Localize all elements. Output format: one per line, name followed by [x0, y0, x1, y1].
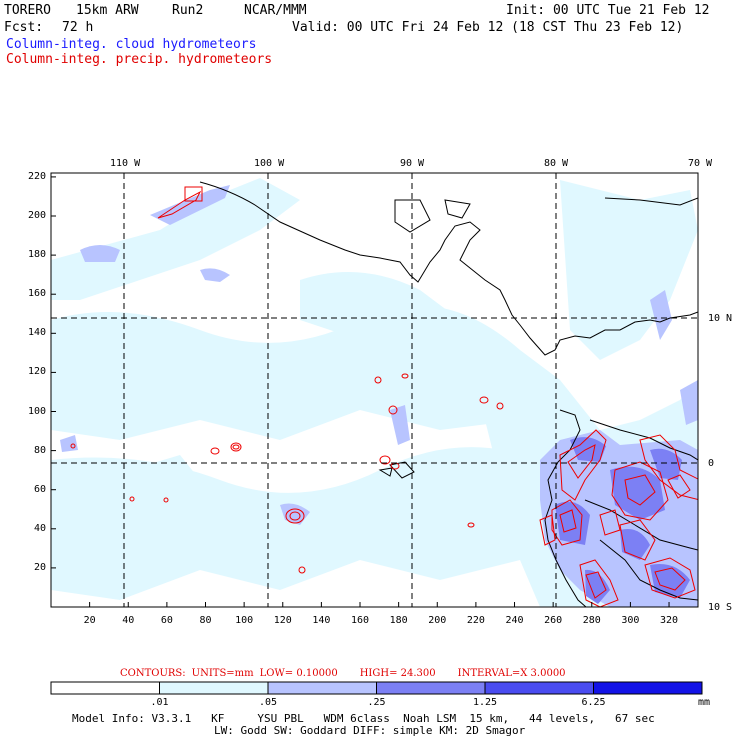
x-tick-label: 240	[505, 615, 524, 626]
lon-label-90w: 90 W	[400, 158, 425, 169]
y-tick-label: 80	[33, 444, 46, 456]
map-frame	[50, 172, 699, 608]
lon-label-110w: 110 W	[110, 158, 141, 169]
shaded-field-title: Column-integ. cloud hydrometeors	[6, 37, 257, 52]
forecast-hour: 72 h	[62, 20, 94, 35]
contour-high: HIGH= 24.300	[359, 668, 436, 679]
y-tick-label: 200	[27, 210, 46, 221]
x-tick-label: 300	[621, 615, 640, 626]
x-tick-label: 120	[273, 615, 292, 626]
contour-interval: INTERVAL=X 3.0000	[457, 668, 566, 679]
cloud-shading-light	[51, 178, 698, 607]
y-tick-label: 60	[33, 483, 46, 495]
contour-info: CONTOURS: UNITS=mm LOW= 0.10000 HIGH= 24.30…	[120, 668, 588, 679]
x-tick-label: 220	[466, 615, 485, 626]
colorbar-label: .01	[150, 697, 169, 708]
lon-label-80w: 80 W	[544, 158, 569, 169]
init-time: Init: 00 UTC Tue 21 Feb 12	[506, 3, 710, 18]
contour-units: UNITS=mm	[191, 668, 254, 679]
grid-spec: 15km ARW	[76, 3, 139, 18]
x-tick-label: 80	[199, 615, 212, 626]
lat-label-10n: 10 N	[708, 313, 733, 324]
colorbar-swatch	[50, 681, 160, 695]
run-label: Run2	[172, 3, 204, 18]
x-tick-label: 60	[160, 615, 173, 626]
y-tick-label: 100	[27, 405, 46, 417]
colorbar-swatch	[376, 681, 486, 695]
colorbar-unit: mm	[697, 697, 711, 708]
lat-label-10s: 10 S	[708, 602, 733, 613]
org-label: NCAR/MMM	[244, 3, 307, 18]
x-tick-label: 260	[544, 615, 563, 626]
map-fields	[51, 173, 698, 607]
colorbar-swatch	[159, 681, 269, 695]
colorbar-label: 1.25	[472, 697, 498, 708]
x-tick-label: 140	[312, 615, 331, 626]
colorbar-swatch	[484, 681, 594, 695]
x-tick-label: 20	[83, 615, 96, 626]
lon-label-100w: 100 W	[254, 158, 285, 169]
coastlines	[199, 181, 698, 607]
contour-low: LOW= 0.10000	[259, 668, 338, 679]
forecast-label: Fcst:	[4, 20, 44, 35]
model-info-line1: Model Info: V3.3.1 KF YSU PBL WDM 6class…	[72, 712, 655, 725]
y-tick-label: 160	[27, 288, 46, 300]
lat-label-0: 0	[708, 458, 715, 469]
x-tick-label: 200	[428, 615, 447, 626]
colorbar-label: .05	[258, 697, 278, 708]
graticule	[51, 173, 698, 607]
x-tick-label: 280	[582, 615, 601, 626]
model-info-line2: LW: Godd SW: Goddard DIFF: simple KM: 2D…	[214, 724, 526, 737]
x-tick-label: 100	[235, 615, 254, 626]
colorbar-swatch	[593, 681, 703, 695]
model-name: TORERO	[4, 3, 51, 18]
y-tick-label: 20	[33, 561, 46, 573]
colorbar-swatch	[267, 681, 377, 695]
y-tick-label: 220	[27, 170, 46, 182]
x-tick-label: 160	[350, 615, 370, 626]
precip-contours	[70, 186, 698, 607]
lon-label-70w: 70 W	[688, 158, 713, 169]
colorbar	[50, 681, 703, 695]
axis-ticks	[51, 176, 670, 607]
x-tick-label: 40	[122, 615, 135, 626]
contour-label: CONTOURS:	[120, 668, 186, 679]
y-tick-label: 180	[27, 249, 46, 261]
x-tick-label: 180	[389, 615, 408, 626]
cloud-shading-mid	[60, 185, 698, 607]
y-tick-label: 140	[27, 327, 46, 339]
y-tick-label: 40	[33, 522, 46, 534]
colorbar-label: 6.25	[581, 697, 606, 708]
y-tick-label: 120	[27, 366, 46, 378]
valid-time: Valid: 00 UTC Fri 24 Feb 12 (18 CST Thu …	[292, 20, 684, 35]
x-tick-label: 320	[659, 615, 679, 626]
colorbar-label: .25	[367, 697, 386, 708]
contour-field-title: Column-integ. precip. hydrometeors	[6, 52, 273, 67]
